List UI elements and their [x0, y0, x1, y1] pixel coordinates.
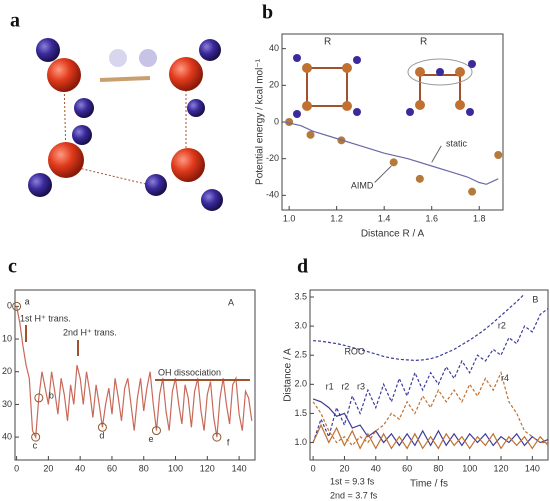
data-point	[306, 130, 315, 139]
x-tick-label: 1.2	[330, 213, 343, 223]
panel-label: b	[262, 2, 273, 24]
x-tick-label: 0	[14, 463, 19, 473]
leader	[431, 145, 442, 163]
y-tick-label: 0	[7, 301, 12, 311]
x-tick-label: 80	[139, 463, 149, 473]
panel-label: a	[10, 10, 20, 32]
point-label: f	[227, 437, 230, 447]
y-tick-label: 1.0	[294, 437, 307, 447]
plot-frame	[14, 289, 256, 461]
series-label: AIMD	[351, 181, 374, 191]
x-tick-label: 40	[371, 463, 381, 473]
x-tick-label: 40	[75, 463, 85, 473]
point-label: b	[49, 390, 54, 400]
x-tick-label: 0	[311, 463, 316, 473]
annotation: 1st H⁺ trans.	[20, 313, 71, 323]
annotation: 1st = 9.3 fs	[330, 476, 375, 486]
point-label: c	[33, 440, 38, 450]
point-label: d	[99, 431, 104, 441]
y-tick-label: 3.0	[294, 320, 307, 330]
x-tick-label: 140	[232, 463, 247, 473]
y-tick-label: 2.0	[294, 379, 307, 389]
series-label: r3	[357, 382, 365, 392]
point-marker	[31, 432, 41, 442]
x-tick-label: 60	[107, 463, 117, 473]
x-tick-label: 60	[402, 463, 412, 473]
annotation: R	[324, 37, 331, 48]
series-label: ROO	[344, 347, 365, 357]
y-tick-label: 40	[2, 431, 12, 441]
annotation: R	[420, 37, 427, 48]
point-marker	[12, 301, 22, 311]
x-tick-label: 100	[462, 463, 477, 473]
x-tick-label: 120	[494, 463, 509, 473]
plot-frame	[309, 289, 549, 461]
point-label: a	[25, 297, 30, 307]
data-point	[389, 158, 398, 167]
data-line	[312, 370, 548, 447]
data-point	[494, 151, 503, 159]
series-label: static	[446, 138, 468, 148]
y-tick-label: 40	[269, 43, 279, 53]
y-tick-label: -40	[266, 190, 279, 200]
inset-b	[306, 58, 473, 107]
point-marker	[34, 393, 44, 403]
annotation: 2nd H⁺ trans.	[63, 327, 117, 337]
annotation: B	[532, 294, 538, 304]
y-axis-label: Distance / A	[283, 348, 294, 402]
y-tick-label: 10	[2, 333, 12, 343]
annotation: A	[228, 297, 234, 307]
x-tick-label: 140	[525, 463, 540, 473]
point-marker	[151, 426, 161, 436]
data-line	[284, 121, 499, 185]
x-tick-label: 80	[433, 463, 443, 473]
x-axis-label: Distance R / A	[361, 229, 425, 240]
x-tick-label: 120	[200, 463, 215, 473]
x-tick-label: 1.8	[473, 213, 486, 223]
y-axis-label: Potential energy / kcal mol⁻¹	[255, 58, 266, 185]
series-label: r4	[501, 373, 509, 383]
y-tick-label: -20	[266, 153, 279, 163]
x-tick-label: 20	[43, 463, 53, 473]
plot-frame	[281, 33, 504, 211]
y-tick-label: 3.5	[294, 291, 307, 301]
data-point	[415, 174, 424, 183]
y-tick-label: 2.5	[294, 350, 307, 360]
data-line	[312, 308, 549, 443]
x-tick-label: 20	[339, 463, 349, 473]
series-label: r2	[498, 320, 506, 330]
y-tick-label: 1.5	[294, 408, 307, 418]
data-line	[313, 293, 525, 362]
x-tick-label: 1.6	[425, 213, 438, 223]
molecule-diagram	[28, 38, 223, 211]
y-tick-label: 30	[2, 399, 12, 409]
panel-label: d	[297, 256, 308, 278]
x-tick-label: 100	[168, 463, 183, 473]
series-label: r2	[341, 382, 349, 392]
inset-b-atoms	[293, 54, 476, 118]
series-label: r1	[326, 382, 334, 392]
y-tick-label: 0	[274, 116, 279, 126]
annotation: OH dissociation	[158, 367, 221, 377]
point-label: e	[148, 434, 153, 444]
panel-label: c	[8, 256, 17, 278]
leader	[374, 165, 392, 183]
point-marker	[97, 422, 107, 432]
data-line	[16, 306, 253, 440]
data-line	[312, 398, 549, 447]
data-point	[468, 187, 477, 196]
x-tick-label: 1.0	[283, 213, 296, 223]
x-tick-label: 1.4	[378, 213, 391, 223]
point-marker	[212, 432, 222, 442]
annotation: 2nd = 3.7 fs	[330, 490, 378, 500]
y-tick-label: 20	[269, 80, 279, 90]
y-tick-label: 20	[2, 366, 12, 376]
data-line	[312, 423, 549, 450]
x-axis-label: Time / fs	[410, 479, 448, 490]
